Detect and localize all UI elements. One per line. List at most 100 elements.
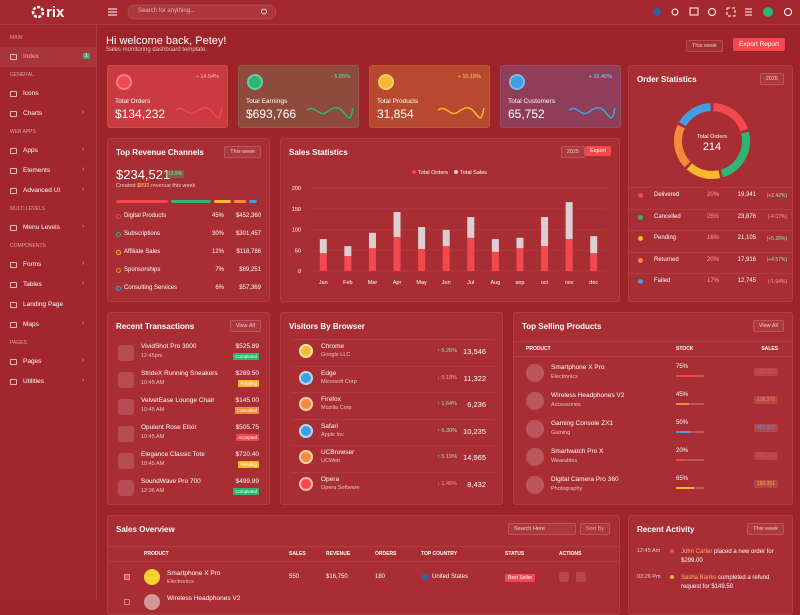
product-category: Accessories bbox=[551, 402, 581, 408]
stat-icon bbox=[378, 74, 394, 90]
stat-value: 65,752 bbox=[508, 107, 545, 121]
bar-segment bbox=[541, 246, 549, 271]
browsers-card: Visitors By Browser Chrome Google LLC ↑ 5.2… bbox=[280, 312, 503, 505]
item-thumb bbox=[118, 453, 134, 469]
bar-segment bbox=[319, 239, 327, 254]
status-name: Cancelled bbox=[654, 213, 681, 220]
status-name: Pending bbox=[654, 235, 677, 241]
browser-visits: 14,965 bbox=[463, 453, 486, 462]
product-thumb bbox=[144, 569, 160, 585]
x-tick-label: dec bbox=[589, 280, 598, 286]
top-products-card: Top Selling Products View All PRODUCT STOCK… bbox=[513, 312, 793, 505]
channel-share: 7% bbox=[215, 267, 224, 273]
chevron: › bbox=[82, 357, 85, 364]
bar-segment bbox=[467, 217, 475, 238]
channel-dot bbox=[116, 232, 121, 237]
stock-track bbox=[676, 459, 704, 461]
status-change: (+2.42%) bbox=[766, 192, 787, 199]
action-button[interactable] bbox=[559, 572, 569, 582]
welcome-title: Hi welcome back, Petey! bbox=[106, 35, 227, 47]
channel-dot bbox=[116, 214, 121, 219]
view-all-button[interactable]: View All bbox=[752, 320, 784, 332]
card-title: Sales Statistics bbox=[289, 148, 348, 157]
menu-item[interactable]: Maps bbox=[23, 321, 39, 328]
browser-icon bbox=[299, 397, 313, 411]
page: rix Search for anything... MAIN Index 1 GENE… bbox=[0, 4, 800, 615]
activity-user[interactable]: Sasha Banks bbox=[681, 575, 717, 581]
sidebar: MAIN Index 1 GENERAL Icons Charts › WEB APPS App… bbox=[0, 25, 97, 600]
product-name: Smartphone X Pro bbox=[167, 570, 221, 577]
status-badge: Cancelled bbox=[234, 407, 259, 414]
logo: rix bbox=[46, 4, 65, 21]
activity-text: Sasha Banks completed a refund request f… bbox=[681, 574, 786, 592]
menu-icon bbox=[10, 262, 17, 268]
chevron: › bbox=[82, 377, 85, 384]
bar-segment bbox=[516, 248, 524, 271]
row-divider bbox=[629, 273, 792, 274]
column-header: SALES bbox=[289, 551, 306, 557]
menu-item[interactable]: Utilities bbox=[23, 378, 44, 385]
stat-change: - 5.85% bbox=[331, 74, 350, 80]
menu-item[interactable]: Charts bbox=[23, 110, 43, 117]
status-change: (-1.94%) bbox=[767, 278, 787, 285]
period-button[interactable]: This week bbox=[224, 146, 261, 158]
browser-company: Google LLC bbox=[321, 352, 351, 358]
item-name: Opulent Rose Elixir bbox=[141, 424, 197, 431]
menu-item[interactable]: Index bbox=[23, 53, 39, 60]
cell: 550 bbox=[289, 574, 300, 580]
column-header: ORDERS bbox=[375, 551, 397, 557]
period-button[interactable]: 2025 bbox=[759, 73, 784, 85]
card-title: Visitors By Browser bbox=[289, 322, 365, 331]
menu-icon bbox=[10, 322, 17, 328]
menu-item[interactable]: Tables bbox=[23, 281, 42, 288]
menu-item[interactable]: Advanced UI bbox=[23, 187, 61, 194]
activity-time: 03:26 Pm bbox=[637, 574, 661, 580]
search-input[interactable]: Search for anything... bbox=[138, 8, 196, 14]
row-divider bbox=[629, 251, 792, 253]
stat-card: + 16.45% Total Customers 65,752 bbox=[500, 65, 621, 128]
search-input[interactable]: Search Here bbox=[508, 523, 576, 535]
activity-user[interactable]: John Carter bbox=[681, 549, 713, 555]
sparkline bbox=[306, 107, 354, 119]
menu-item[interactable]: Forms bbox=[23, 261, 42, 268]
row-checkbox[interactable] bbox=[124, 574, 130, 580]
menu-item[interactable]: Landing Page bbox=[23, 301, 64, 308]
menu-icon bbox=[10, 168, 17, 174]
stock-track bbox=[676, 431, 704, 433]
browser-visits: 8,432 bbox=[467, 479, 486, 489]
menu-badge: 1 bbox=[83, 53, 90, 59]
stock-bar bbox=[676, 403, 689, 405]
menu-icon bbox=[10, 91, 17, 97]
menu-item[interactable]: Menu Levels bbox=[23, 224, 60, 231]
period-button[interactable]: 2025 bbox=[560, 146, 585, 158]
browser-visits: 13,546 bbox=[463, 347, 486, 356]
view-all-button[interactable]: View All bbox=[229, 320, 261, 332]
export-button[interactable]: Export Report bbox=[733, 38, 786, 51]
menu-item[interactable]: Icons bbox=[23, 90, 39, 97]
sort-button[interactable]: Sort By bbox=[580, 523, 611, 535]
browser-icon bbox=[299, 450, 313, 464]
column-header: SALES bbox=[761, 346, 778, 352]
period-button[interactable]: This week bbox=[686, 40, 723, 52]
menu-icon bbox=[10, 111, 17, 117]
channel-amount: $452,360 bbox=[235, 213, 261, 219]
browser-change: ↑ 1.64% bbox=[437, 401, 457, 407]
export-button[interactable]: Export bbox=[585, 146, 611, 156]
stat-value: 31,854 bbox=[377, 107, 414, 121]
period-button[interactable]: This week bbox=[747, 523, 784, 535]
menu-item[interactable]: Elements bbox=[23, 167, 51, 174]
chevron: › bbox=[82, 109, 85, 116]
revenue-badge: 13.5% bbox=[166, 170, 185, 178]
product-name: Smartphone X Pro bbox=[551, 364, 605, 371]
product-thumb bbox=[526, 476, 544, 494]
menu-item[interactable]: Pages bbox=[23, 358, 42, 365]
stat-value: $693,766 bbox=[246, 107, 297, 121]
bar-segment bbox=[516, 237, 524, 249]
product-name: Gaming Console ZX1 bbox=[551, 420, 614, 427]
action-button[interactable] bbox=[576, 572, 586, 582]
item-name: Elegance Classic Tote bbox=[141, 451, 205, 458]
sales-badge: 180,351 bbox=[753, 480, 778, 488]
menu-item[interactable]: Apps bbox=[23, 147, 38, 154]
status-share: 20% bbox=[707, 192, 720, 198]
status-name: Delivered bbox=[654, 192, 680, 198]
